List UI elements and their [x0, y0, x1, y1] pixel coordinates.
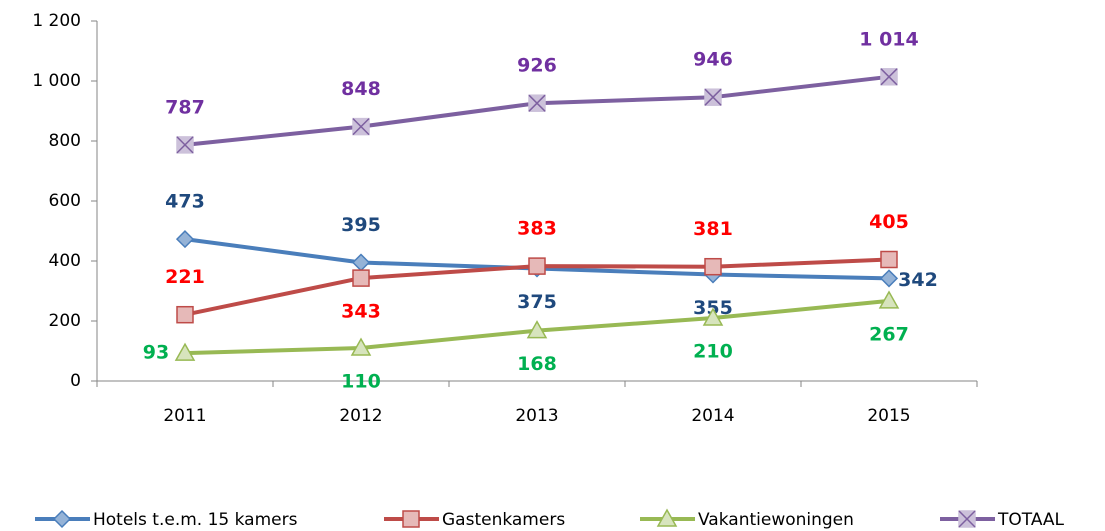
data-label: 221	[165, 266, 205, 288]
marker	[176, 136, 194, 154]
marker	[656, 508, 678, 527]
y-tick-label: 400	[49, 251, 81, 271]
marker	[528, 94, 546, 112]
legend-item: Gastenkamers	[384, 510, 565, 530]
marker	[175, 230, 195, 249]
marker	[350, 337, 372, 356]
y-tick-label: 600	[49, 191, 81, 211]
marker	[351, 253, 371, 272]
marker-shape	[352, 269, 370, 287]
marker	[958, 510, 976, 528]
marker-shape	[656, 508, 678, 527]
data-label: 787	[165, 96, 205, 118]
data-label: 267	[869, 323, 909, 345]
marker-shape	[880, 250, 898, 269]
data-label: 926	[517, 55, 557, 77]
x-tick-label: 2014	[691, 406, 734, 426]
marker-shape	[704, 257, 722, 276]
marker-shape	[351, 253, 371, 272]
marker-shape	[174, 342, 196, 361]
marker-shape	[528, 257, 546, 275]
data-label: 343	[341, 301, 381, 323]
marker	[526, 320, 548, 339]
marker	[528, 257, 546, 275]
x-tick-label: 2013	[515, 406, 558, 426]
marker	[878, 290, 900, 309]
marker-cross	[704, 88, 722, 106]
marker	[52, 509, 72, 529]
marker	[176, 305, 194, 324]
marker	[880, 250, 898, 269]
legend-item: TOTAAL	[940, 510, 1065, 530]
marker-cross	[880, 68, 898, 86]
marker	[880, 68, 898, 86]
marker-shape	[702, 307, 724, 326]
marker-shape	[176, 305, 194, 324]
marker	[352, 117, 370, 136]
legend-label: Vakantiewoningen	[698, 510, 854, 530]
legend-label: TOTAAL	[997, 510, 1065, 530]
data-label: 210	[693, 341, 733, 363]
data-label: 395	[341, 214, 381, 236]
marker-shape	[350, 337, 372, 356]
marker	[879, 269, 899, 288]
marker-shape	[878, 290, 900, 309]
x-tick-label: 2012	[339, 406, 382, 426]
marker-shape	[52, 509, 72, 529]
y-tick-label: 1 000	[32, 71, 81, 91]
marker-cross	[176, 136, 194, 154]
marker	[704, 88, 722, 106]
legend-item: Hotels t.e.m. 15 kamers	[35, 509, 298, 530]
marker-shape	[402, 510, 420, 528]
data-label: 405	[869, 211, 909, 233]
marker-shape	[526, 320, 548, 339]
x-tick-label: 2015	[867, 406, 910, 426]
y-tick-label: 200	[49, 311, 81, 331]
marker	[704, 257, 722, 276]
marker	[352, 269, 370, 287]
marker-shape	[175, 230, 195, 249]
marker-cross	[958, 510, 976, 528]
marker-cross	[352, 118, 370, 136]
data-label: 383	[517, 218, 557, 240]
marker-shape	[879, 269, 899, 288]
y-tick-label: 1 200	[32, 11, 81, 31]
data-label: 168	[517, 353, 557, 375]
marker	[402, 510, 420, 528]
data-label: 93	[143, 342, 169, 364]
data-label: 848	[341, 78, 381, 100]
legend-item: Vakantiewoningen	[640, 508, 854, 530]
legend-label: Gastenkamers	[442, 510, 565, 530]
marker	[174, 342, 196, 361]
y-tick-label: 800	[49, 131, 81, 151]
marker	[702, 307, 724, 326]
data-label: 381	[693, 218, 733, 240]
data-label: 342	[898, 269, 938, 291]
legend-label: Hotels t.e.m. 15 kamers	[93, 510, 298, 530]
data-label: 375	[517, 291, 557, 313]
y-tick-label: 0	[70, 371, 81, 391]
data-label: 946	[693, 49, 733, 71]
data-label: 473	[165, 191, 205, 213]
data-label: 1 014	[859, 28, 919, 50]
x-tick-label: 2011	[163, 406, 206, 426]
marker-cross	[528, 94, 546, 112]
data-label: 110	[341, 371, 381, 393]
